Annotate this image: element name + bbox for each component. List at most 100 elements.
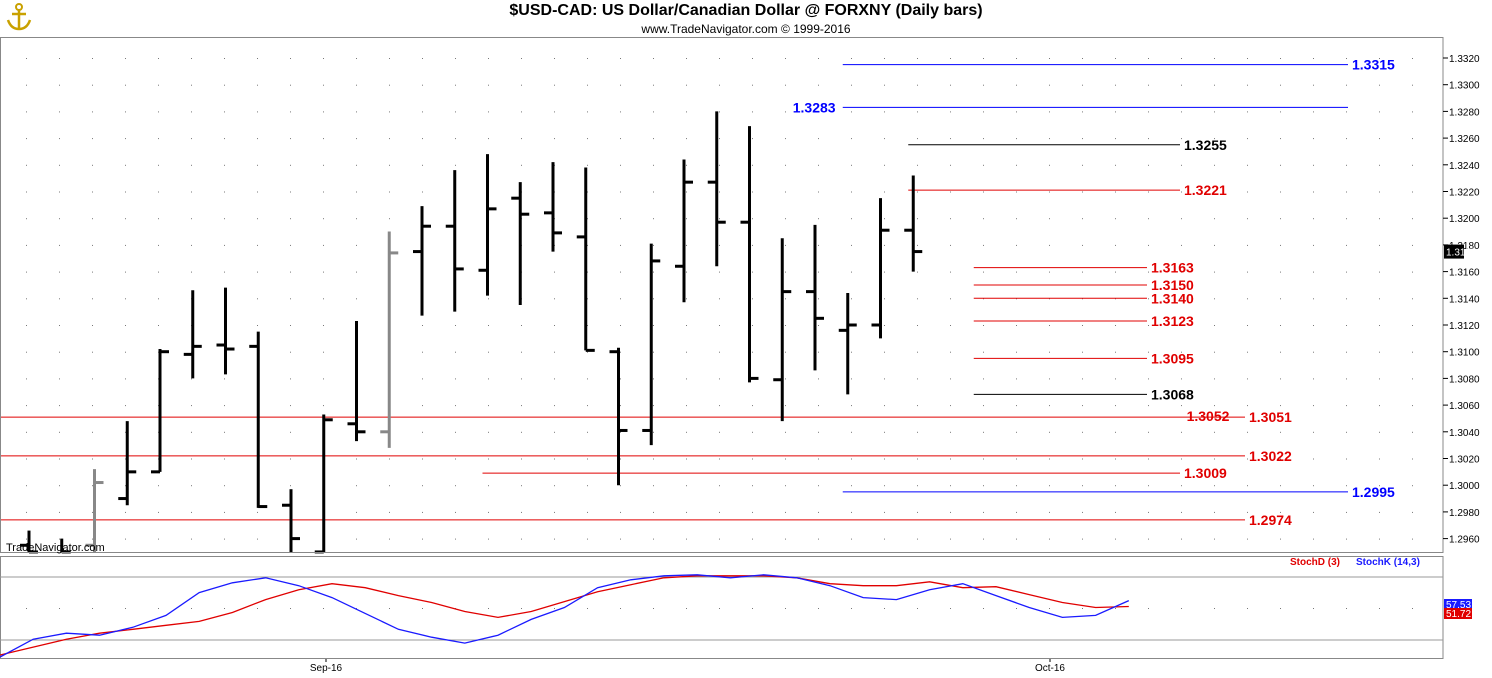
grid-dot — [1214, 351, 1215, 353]
grid-dot — [950, 485, 951, 487]
grid-dot — [59, 164, 60, 166]
grid-dot — [1148, 608, 1149, 609]
grid-dot — [125, 138, 126, 140]
grid-dot — [224, 538, 225, 540]
grid-dot — [917, 378, 918, 380]
level-label: 1.3095 — [1151, 350, 1194, 366]
grid-dot — [1379, 244, 1380, 246]
grid-dot — [290, 431, 291, 433]
y-tick-label: 1.3260 — [1449, 134, 1480, 145]
grid-dot — [950, 608, 951, 609]
grid-dot — [917, 608, 918, 609]
grid-dot — [884, 351, 885, 353]
grid-dot — [818, 351, 819, 353]
grid-dot — [1016, 485, 1017, 487]
grid-dot — [488, 351, 489, 353]
grid-dot — [653, 378, 654, 380]
grid-dot — [1016, 325, 1017, 326]
grid-dot — [719, 351, 720, 353]
last-price-label: 1.3175 — [1446, 248, 1477, 259]
grid-dot — [1082, 458, 1083, 460]
grid-dot — [554, 458, 555, 460]
grid-dot — [686, 244, 687, 246]
grid-dot — [257, 271, 258, 273]
grid-dot — [92, 271, 93, 273]
grid-dot — [983, 244, 984, 246]
grid-dot — [125, 378, 126, 380]
grid-dot — [323, 244, 324, 246]
grid-dot — [1082, 608, 1083, 609]
grid-dot — [1181, 84, 1182, 86]
grid-dot — [125, 485, 126, 487]
grid-dot — [587, 608, 588, 609]
grid-dot — [290, 244, 291, 246]
grid-dot — [620, 111, 621, 113]
grid-dot — [389, 138, 390, 140]
grid-dot — [752, 164, 753, 166]
grid-dot — [1313, 111, 1314, 113]
grid-dot — [1280, 458, 1281, 460]
grid-dot — [59, 58, 60, 59]
grid-dot — [92, 111, 93, 113]
grid-dot — [1082, 538, 1083, 540]
y-tick-label: 1.3080 — [1449, 374, 1480, 385]
grid-dot — [1313, 351, 1314, 353]
grid-dot — [1313, 244, 1314, 246]
grid-dot — [620, 58, 621, 59]
grid-dot — [26, 164, 27, 166]
grid-dot — [389, 191, 390, 193]
grid-dot — [950, 511, 951, 513]
grid-dot — [488, 378, 489, 380]
grid-dot — [1181, 218, 1182, 220]
grid-dot — [488, 431, 489, 433]
grid-dot — [1181, 191, 1182, 193]
grid-dot — [1412, 351, 1413, 353]
grid-dot — [1016, 191, 1017, 193]
grid-dot — [125, 218, 126, 220]
grid-dot — [158, 111, 159, 113]
grid-dot — [587, 191, 588, 193]
grid-dot — [1346, 111, 1347, 113]
grid-dot — [125, 458, 126, 460]
grid-dot — [1280, 351, 1281, 353]
grid-dot — [1247, 351, 1248, 353]
y-tick-label: 1.3240 — [1449, 161, 1480, 172]
grid-dot — [257, 511, 258, 513]
stochd-line — [0, 575, 1129, 656]
grid-dot — [1214, 111, 1215, 113]
grid-dot — [1379, 138, 1380, 140]
y-tick-label: 1.3060 — [1449, 401, 1480, 412]
level-label: 1.3009 — [1184, 465, 1227, 481]
grid-dot — [224, 244, 225, 246]
grid-dot — [1016, 431, 1017, 433]
grid-dot — [1313, 164, 1314, 166]
grid-dot — [26, 58, 27, 59]
stochd-last-marker — [1444, 608, 1472, 619]
grid-dot — [1280, 138, 1281, 140]
grid-dot — [554, 298, 555, 300]
grid-dot — [983, 191, 984, 193]
grid-dot — [1313, 485, 1314, 487]
grid-dot — [719, 58, 720, 59]
grid-dot — [1346, 298, 1347, 300]
grid-dot — [620, 138, 621, 140]
grid-dot — [950, 138, 951, 140]
grid-dot — [1412, 458, 1413, 460]
grid-dot — [323, 58, 324, 59]
grid-dot — [1049, 164, 1050, 166]
grid-dot — [884, 511, 885, 513]
grid-dot — [587, 431, 588, 433]
grid-dot — [158, 58, 159, 59]
grid-dot — [290, 138, 291, 140]
grid-dot — [818, 431, 819, 433]
grid-dot — [818, 608, 819, 609]
grid-dot — [26, 378, 27, 380]
grid-dot — [620, 218, 621, 220]
grid-dot — [455, 378, 456, 380]
grid-dot — [884, 111, 885, 113]
grid-dot — [455, 58, 456, 59]
grid-dot — [785, 458, 786, 460]
grid-dot — [1049, 351, 1050, 353]
grid-dot — [1181, 244, 1182, 246]
